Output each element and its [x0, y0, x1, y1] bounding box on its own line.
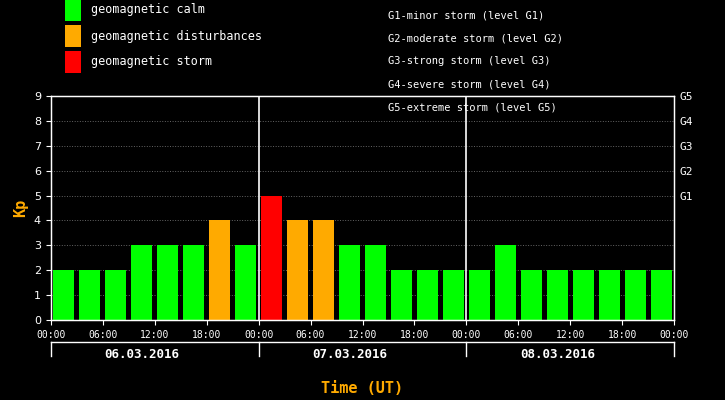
- Bar: [287, 220, 308, 320]
- Bar: [365, 245, 386, 320]
- Bar: [417, 270, 438, 320]
- Bar: [339, 245, 360, 320]
- Bar: [625, 270, 646, 320]
- Bar: [210, 220, 230, 320]
- Text: geomagnetic calm: geomagnetic calm: [91, 4, 204, 16]
- Text: geomagnetic disturbances: geomagnetic disturbances: [91, 30, 262, 42]
- Bar: [469, 270, 490, 320]
- Text: G5-extreme storm (level G5): G5-extreme storm (level G5): [388, 103, 557, 113]
- Bar: [573, 270, 594, 320]
- Bar: [547, 270, 568, 320]
- Text: G1-minor storm (level G1): G1-minor storm (level G1): [388, 10, 544, 20]
- Text: 08.03.2016: 08.03.2016: [520, 348, 594, 360]
- Bar: [157, 245, 178, 320]
- Text: 06.03.2016: 06.03.2016: [104, 348, 179, 360]
- Bar: [235, 245, 256, 320]
- Bar: [443, 270, 464, 320]
- Text: 07.03.2016: 07.03.2016: [312, 348, 387, 360]
- Text: geomagnetic storm: geomagnetic storm: [91, 56, 212, 68]
- Bar: [183, 245, 204, 320]
- Bar: [651, 270, 671, 320]
- Bar: [79, 270, 100, 320]
- Text: Time (UT): Time (UT): [321, 381, 404, 396]
- Bar: [599, 270, 620, 320]
- Text: G3-strong storm (level G3): G3-strong storm (level G3): [388, 56, 550, 66]
- Bar: [105, 270, 126, 320]
- Y-axis label: Kp: Kp: [13, 199, 28, 217]
- Text: G4-severe storm (level G4): G4-severe storm (level G4): [388, 80, 550, 90]
- Bar: [261, 196, 282, 320]
- Bar: [521, 270, 542, 320]
- Text: G2-moderate storm (level G2): G2-moderate storm (level G2): [388, 33, 563, 43]
- Bar: [313, 220, 334, 320]
- Bar: [54, 270, 74, 320]
- Bar: [495, 245, 515, 320]
- Bar: [131, 245, 152, 320]
- Bar: [391, 270, 412, 320]
